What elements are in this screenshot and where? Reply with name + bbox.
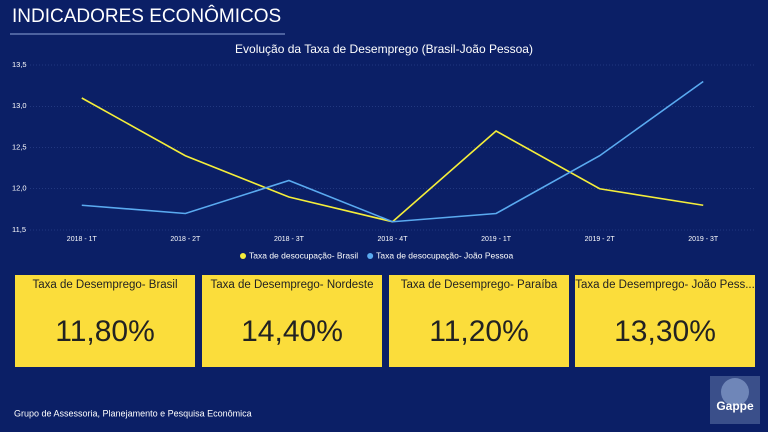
kpi-card: [202, 275, 382, 367]
page-title: INDICADORES ECONÔMICOS: [12, 5, 281, 27]
kpi-value: 13,30%: [614, 315, 716, 348]
x-tick-label: 2018 - 3T: [274, 236, 305, 243]
kpi-card: [575, 275, 755, 367]
kpi-value: 11,80%: [55, 315, 155, 348]
kpi-card: [15, 275, 195, 367]
legend-label: Taxa de desocupação- Brasil: [249, 250, 358, 260]
kpi-value: 14,40%: [241, 315, 343, 348]
x-tick-label: 2019 - 2T: [585, 236, 616, 243]
x-tick-label: 2018 - 2T: [170, 236, 201, 243]
y-tick-label: 12,0: [12, 184, 27, 193]
footer-text: Grupo de Assessoria, Planejamento e Pesq…: [14, 408, 252, 418]
x-tick-label: 2018 - 1T: [67, 236, 98, 243]
logo-emblem: [721, 378, 749, 406]
kpi-title: Taxa de Desemprego- Nordeste: [211, 279, 374, 291]
x-tick-label: 2019 - 1T: [481, 236, 512, 243]
kpi-value: 11,20%: [429, 315, 529, 348]
kpi-title: Taxa de Desemprego- Paraíba: [401, 279, 558, 291]
x-tick-label: 2018 - 4T: [378, 236, 409, 243]
y-tick-label: 12,5: [12, 142, 27, 151]
series-line: [81, 80, 704, 223]
kpi-card: [389, 275, 569, 367]
legend-marker: [367, 253, 374, 259]
kpi-title: Taxa de Desemprego- João Pess...: [575, 279, 755, 291]
chart-title: Evolução da Taxa de Desemprego (Brasil-J…: [235, 42, 533, 56]
y-tick-label: 13,5: [12, 60, 27, 69]
line-chart: 11,5 12,0 12,5 13,0 13,5 2018 - 1T 2018 - 2T 20…: [12, 60, 755, 260]
logo-text: Gappe: [716, 399, 754, 413]
y-tick-label: 11,5: [12, 225, 26, 234]
legend-marker: [240, 253, 246, 259]
legend-label: Taxa de desocupação- João Pessoa: [376, 250, 513, 260]
kpi-cards: Taxa de Desemprego- Brasil 11,80% Taxa de …: [15, 275, 755, 367]
x-tick-label: 2019 - 3T: [688, 236, 719, 243]
y-tick-label: 13,0: [12, 101, 27, 110]
kpi-title: Taxa de Desemprego- Brasil: [32, 279, 177, 291]
